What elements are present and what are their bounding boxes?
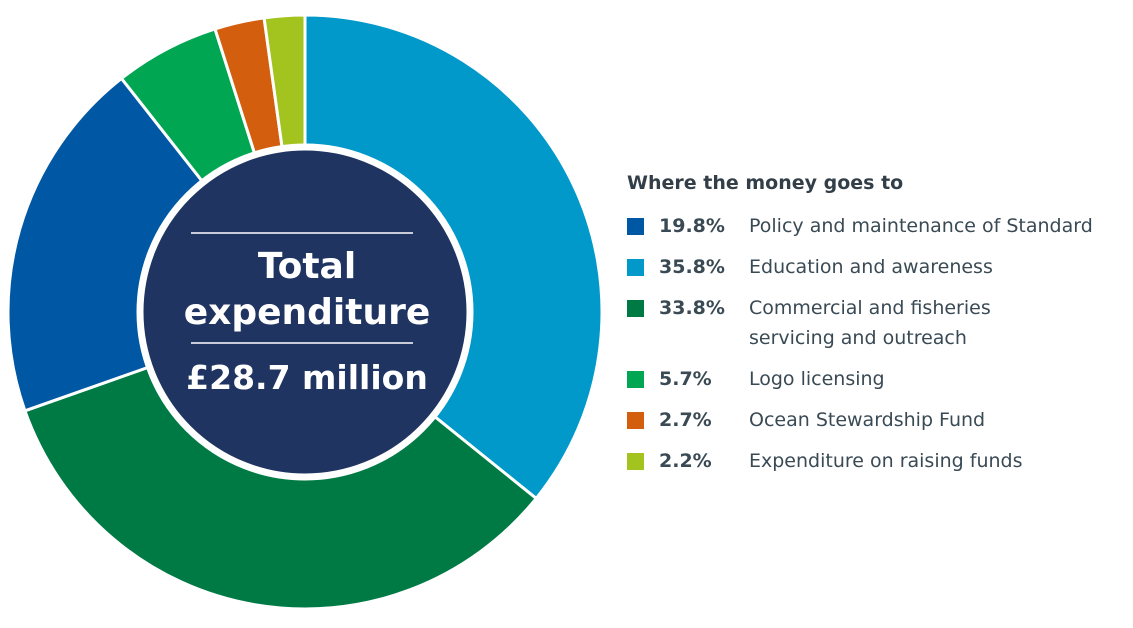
legend-item: 5.7% Logo licensing <box>627 364 1127 394</box>
legend-swatch <box>627 453 644 470</box>
center-disc <box>136 143 474 481</box>
legend-percent: 35.8% <box>659 256 725 278</box>
center-title-line2: expenditure <box>184 292 431 333</box>
legend-percent: 33.8% <box>659 297 725 319</box>
legend-label: Education and awareness <box>749 256 993 278</box>
legend-label: Logo licensing <box>749 368 885 390</box>
legend: Where the money goes to 19.8% Policy and… <box>627 172 1127 487</box>
legend-item: 19.8% Policy and maintenance of Standard <box>627 211 1127 241</box>
legend-percent: 2.7% <box>659 409 712 431</box>
legend-title: Where the money goes to <box>627 172 904 194</box>
center-total-value: £28.7 million <box>186 358 428 397</box>
legend-percent: 2.2% <box>659 450 712 472</box>
legend-swatch <box>627 371 644 388</box>
legend-label: Commercial and fisheries servicing and o… <box>749 297 991 349</box>
legend-swatch <box>627 412 644 429</box>
center-title-line1: Total <box>258 246 356 287</box>
legend-label: Ocean Stewardship Fund <box>749 409 986 431</box>
legend-item: 2.7% Ocean Stewardship Fund <box>627 405 1127 435</box>
donut-chart: Total expenditure £28.7 million <box>6 13 604 611</box>
legend-swatch <box>627 300 644 317</box>
legend-swatch <box>627 218 644 235</box>
legend-item: 35.8% Education and awareness <box>627 252 1127 282</box>
legend-label: Expenditure on raising funds <box>749 450 1023 472</box>
legend-item: 2.2% Expenditure on raising funds <box>627 446 1127 476</box>
legend-label: Policy and maintenance of Standard <box>749 215 1093 237</box>
legend-swatch <box>627 259 644 276</box>
legend-item: 33.8% Commercial and fisheries servicing… <box>627 293 1127 353</box>
legend-percent: 5.7% <box>659 368 712 390</box>
legend-percent: 19.8% <box>659 215 725 237</box>
